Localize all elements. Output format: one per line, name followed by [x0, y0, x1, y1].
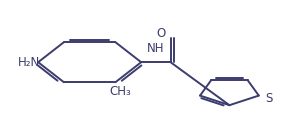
- Text: S: S: [265, 92, 273, 105]
- Text: NH: NH: [147, 43, 165, 55]
- Text: CH₃: CH₃: [110, 85, 132, 98]
- Text: O: O: [157, 27, 166, 40]
- Text: H₂N: H₂N: [18, 56, 40, 69]
